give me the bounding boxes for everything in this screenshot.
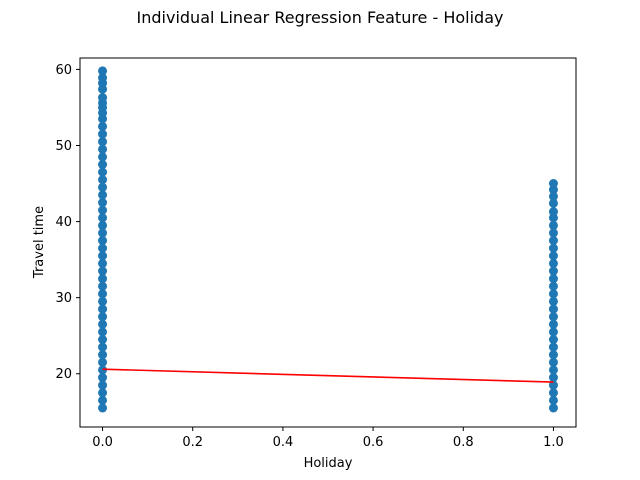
scatter-point <box>548 350 558 360</box>
scatter-point <box>548 274 558 284</box>
scatter-point <box>548 207 558 217</box>
x-tick-label: 0.0 <box>92 435 113 450</box>
scatter-point <box>98 388 108 398</box>
scatter-point <box>98 205 108 215</box>
scatter-point <box>98 319 108 329</box>
scatter-point <box>548 388 558 398</box>
scatter-point <box>548 312 558 322</box>
scatter-point <box>98 167 108 177</box>
scatter-point <box>98 228 108 238</box>
scatter-point <box>548 380 558 390</box>
plot-area: 0.0 0.2 0.4 0.6 0.8 1.0 20 30 40 50 60 <box>55 57 577 450</box>
scatter-point <box>98 236 108 246</box>
scatter-point <box>98 182 108 192</box>
x-axis-label: Holiday <box>304 456 353 471</box>
scatter-point <box>98 243 108 253</box>
scatter-point <box>98 160 108 170</box>
scatter-point <box>98 190 108 200</box>
scatter-point <box>98 220 108 230</box>
scatter-point <box>548 220 558 230</box>
scatter-point <box>98 335 108 345</box>
scatter-point <box>98 93 108 103</box>
scatter-point <box>548 395 558 405</box>
y-tick-label: 60 <box>55 63 72 78</box>
scatter-point <box>98 281 108 291</box>
scatter-point <box>98 296 108 306</box>
scatter-point <box>548 304 558 314</box>
scatter-point <box>548 236 558 246</box>
scatter-point <box>98 350 108 360</box>
x-tick-label: 0.6 <box>363 435 384 450</box>
scatter-point <box>98 152 108 162</box>
scatter-point <box>98 198 108 208</box>
y-axis-label: Travel time <box>32 206 47 279</box>
scatter-point <box>548 403 558 413</box>
scatter-point <box>98 175 108 185</box>
scatter-point <box>98 403 108 413</box>
scatter-point <box>98 258 108 268</box>
scatter-point <box>548 319 558 329</box>
scatter-point <box>548 342 558 352</box>
scatter-point <box>98 357 108 367</box>
chart-title: Individual Linear Regression Feature - H… <box>137 8 504 27</box>
scatter-point <box>98 266 108 276</box>
scatter-point <box>98 251 108 261</box>
scatter-point <box>98 304 108 314</box>
regression-line <box>102 368 554 383</box>
x-tick-label: 0.4 <box>273 435 294 450</box>
scatter-point <box>98 213 108 223</box>
scatter-point <box>98 342 108 352</box>
scatter-point <box>548 266 558 276</box>
scatter-point <box>98 312 108 322</box>
scatter-point <box>548 258 558 268</box>
y-tick-label: 40 <box>55 215 72 230</box>
scatter-point <box>548 228 558 238</box>
scatter-point <box>98 121 108 131</box>
scatter-point <box>548 198 558 208</box>
y-tick-label: 20 <box>55 367 72 382</box>
scatter-point <box>548 357 558 367</box>
scatter-point <box>98 327 108 337</box>
y-tick-label: 50 <box>55 139 72 154</box>
scatter-point <box>548 281 558 291</box>
plot-frame <box>79 57 577 428</box>
scatter-point <box>98 73 108 83</box>
scatter-point <box>548 191 558 201</box>
scatter-point <box>98 66 108 76</box>
scatter-point <box>548 335 558 345</box>
scatter-point <box>548 296 558 306</box>
y-tick-label: 30 <box>55 291 72 306</box>
scatter-point <box>98 289 108 299</box>
scatter-point <box>548 365 558 375</box>
scatter-point <box>98 144 108 154</box>
scatter-point <box>548 289 558 299</box>
scatter-point <box>548 251 558 261</box>
scatter-point <box>98 137 108 147</box>
scatter-point <box>548 373 558 383</box>
x-tick-label: 1.0 <box>543 435 564 450</box>
scatter-point <box>98 373 108 383</box>
scatter-point <box>548 327 558 337</box>
x-tick-label: 0.2 <box>182 435 203 450</box>
scatter-point <box>98 395 108 405</box>
scatter-point <box>98 129 108 139</box>
scatter-point <box>98 380 108 390</box>
scatter-point <box>548 179 558 189</box>
x-tick-label: 0.8 <box>453 435 474 450</box>
scatter-point <box>98 274 108 284</box>
scatter-point <box>548 243 558 253</box>
